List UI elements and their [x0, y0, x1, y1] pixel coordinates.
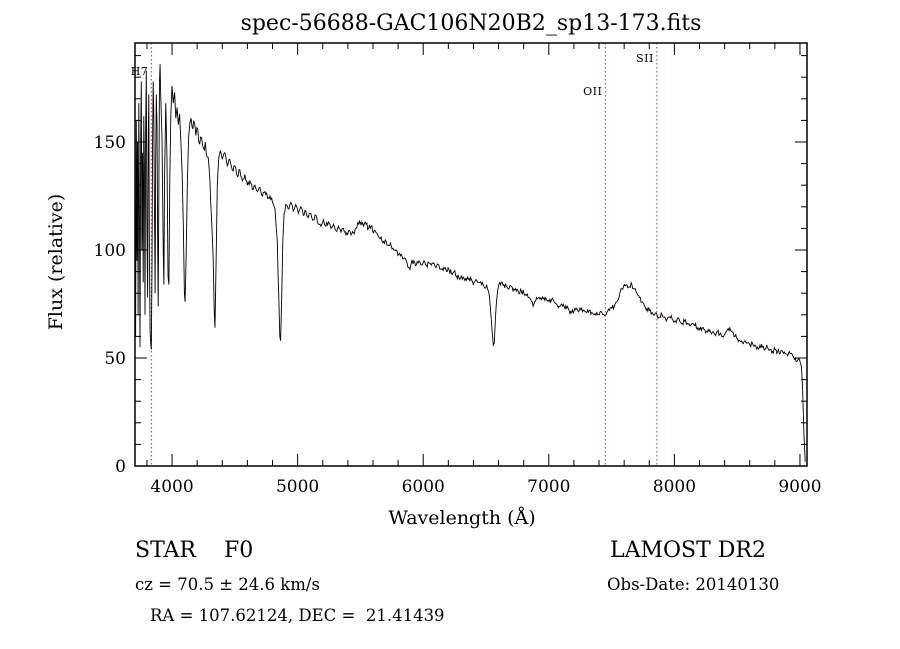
object-class-label: STAR F0 — [135, 538, 253, 563]
survey-label: LAMOST DR2 — [610, 538, 766, 563]
x-tick-label: 9000 — [778, 477, 821, 497]
x-tick-label: 7000 — [527, 477, 570, 497]
line-id-label-oii: OII — [583, 85, 602, 98]
plot-title: spec-56688-GAC106N20B2_sp13-173.fits — [241, 11, 702, 36]
plot-dynamic-layer: 4000 5000 6000 7000 8000 9000 0 50 100 150 H7 OII SI… — [94, 43, 822, 497]
spectrum-line — [134, 64, 806, 462]
x-tick-label: 4000 — [150, 477, 193, 497]
obs-date: Obs-Date: 20140130 — [607, 575, 779, 594]
y-axis-label: Flux (relative) — [45, 194, 67, 331]
x-tick-label: 6000 — [402, 477, 445, 497]
cz-value: cz = 70.5 ± 24.6 km/s — [135, 575, 320, 594]
y-tick-label: 0 — [115, 457, 126, 477]
plot-border — [134, 42, 808, 467]
line-id-label-sii: SII — [636, 52, 654, 65]
ra-dec-coords: RA = 107.62124, DEC = 21.41439 — [150, 606, 445, 625]
y-tick-label: 100 — [94, 241, 126, 261]
line-id-label-h7: H7 — [131, 65, 149, 78]
x-axis-label: Wavelength (Å) — [388, 507, 535, 529]
x-tick-label: 8000 — [653, 477, 696, 497]
y-tick-label: 50 — [104, 349, 126, 369]
x-tick-label: 5000 — [276, 477, 319, 497]
y-tick-label: 150 — [94, 133, 126, 153]
